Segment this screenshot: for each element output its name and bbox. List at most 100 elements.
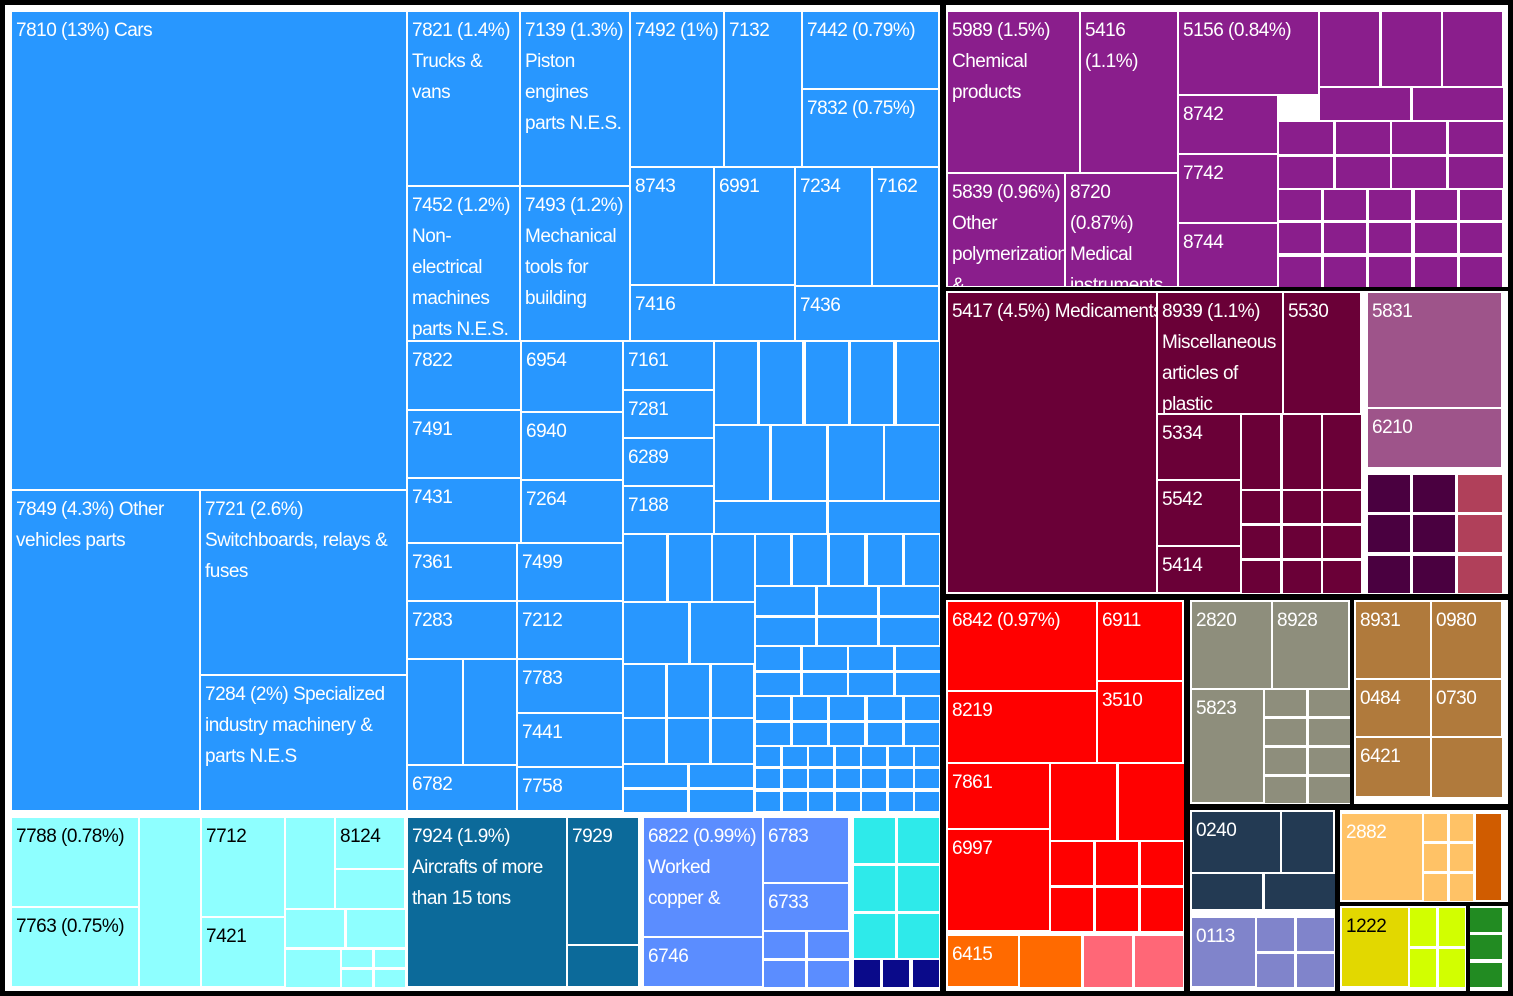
treemap-label-7212: 7212	[522, 610, 563, 631]
treemap-tile	[1447, 155, 1505, 191]
treemap-tile-7492: 7492 (1%)	[629, 10, 725, 168]
treemap-tile-7264: 7264	[520, 479, 624, 544]
treemap-tile	[1411, 554, 1457, 595]
treemap-tile	[1441, 10, 1504, 89]
treemap-tile-7442: 7442 (0.79%)	[801, 10, 940, 90]
treemap-tile	[284, 816, 336, 910]
treemap-tile	[622, 533, 668, 604]
treemap-label-7283: 7283	[412, 610, 453, 631]
treemap-label-1222: 1222	[1346, 916, 1387, 937]
treemap-tile	[1277, 221, 1323, 255]
treemap-tile	[1411, 86, 1505, 123]
treemap-tile-8939: 8939 (1.1%) Miscellaneous articles of pl…	[1156, 291, 1284, 415]
group-divider	[1335, 902, 1508, 906]
treemap-tile	[1411, 473, 1457, 514]
treemap-tile	[852, 816, 897, 865]
treemap-tile	[1240, 489, 1282, 525]
treemap-tile-6911: 6911	[1096, 600, 1184, 682]
treemap-tile	[1466, 961, 1504, 989]
treemap-tile-0484: 0484	[1354, 678, 1432, 738]
treemap-label-6954: 6954	[526, 350, 567, 371]
treemap-tile	[666, 717, 711, 766]
treemap-tile-5414: 5414	[1156, 545, 1242, 594]
treemap-tile	[1447, 120, 1505, 156]
treemap-tile	[1049, 886, 1095, 933]
treemap-tile	[1366, 473, 1412, 514]
treemap-tile	[1422, 872, 1449, 903]
treemap-label-2882: 2882	[1346, 822, 1387, 843]
treemap-tile-6421: 6421	[1354, 736, 1432, 798]
treemap-label-6783: 6783	[768, 826, 809, 847]
treemap-tile	[1366, 513, 1412, 554]
group-divider	[940, 5, 946, 991]
treemap-tile	[791, 533, 829, 588]
treemap-tile	[713, 340, 759, 427]
treemap-tile	[866, 533, 904, 588]
treemap-label-5823: 5823	[1196, 698, 1237, 719]
treemap-label-8742: 8742	[1183, 104, 1224, 125]
treemap-tile-7849: 7849 (4.3%) Other vehicles parts	[10, 489, 201, 812]
treemap-tile	[1263, 717, 1308, 747]
treemap-tile	[1321, 559, 1363, 595]
treemap-tile	[913, 745, 941, 768]
treemap-tile	[622, 601, 690, 666]
treemap-tile-0730: 0730	[1430, 678, 1503, 738]
treemap-label-7132: 7132	[729, 20, 770, 41]
treemap-tile	[1456, 554, 1504, 595]
treemap-label-7763: 7763 (0.75%)	[16, 916, 125, 937]
treemap-tile	[894, 645, 942, 672]
treemap-tile	[711, 533, 757, 604]
treemap-label-3510: 3510	[1102, 690, 1143, 711]
treemap-tile	[1390, 120, 1448, 156]
treemap-tile	[828, 695, 866, 722]
treemap-tile	[1049, 762, 1118, 843]
treemap-tile	[860, 767, 888, 790]
treemap-tile	[762, 930, 807, 960]
treemap-label-7758: 7758	[522, 776, 563, 797]
treemap-tile	[770, 424, 828, 503]
treemap-tile	[887, 767, 915, 790]
treemap-tile	[913, 767, 941, 790]
treemap-tile	[1240, 524, 1282, 560]
treemap-label-5530: 5530	[1288, 301, 1329, 322]
treemap-tile	[903, 721, 941, 748]
treemap-tile	[1307, 688, 1352, 718]
treemap-tile-5334: 5334	[1156, 413, 1242, 481]
treemap-label-7492: 7492 (1%)	[635, 20, 719, 41]
treemap-tile	[806, 930, 851, 960]
treemap-tile-6289: 6289	[622, 437, 715, 487]
treemap-tile	[462, 658, 518, 766]
treemap-label-7493: 7493 (1.2%) Mechanical tools for buildin…	[525, 195, 628, 309]
treemap-tile-5831: 5831	[1366, 291, 1503, 409]
treemap-tile-6782: 6782	[406, 764, 518, 812]
treemap-tile	[566, 944, 640, 988]
treemap-tile	[713, 500, 828, 537]
treemap-label-8928: 8928	[1277, 610, 1318, 631]
treemap-tile	[1448, 872, 1475, 903]
treemap-tile-1222: 1222	[1340, 906, 1410, 988]
treemap-tile	[834, 767, 862, 790]
treemap-tile-0113: 0113	[1190, 916, 1257, 988]
treemap-label-7441: 7441	[522, 722, 563, 743]
treemap-label-6421: 6421	[1360, 746, 1401, 767]
treemap-label-7361: 7361	[412, 552, 453, 573]
treemap-tile-6746: 6746	[642, 936, 764, 988]
treemap-tile	[1437, 947, 1467, 989]
treemap-tile	[688, 788, 755, 814]
group-divider	[940, 287, 1508, 291]
treemap-label-6746: 6746	[648, 946, 689, 967]
treemap-label-8720: 8720 (0.87%) Medical instruments	[1070, 182, 1163, 288]
treemap-tile	[1411, 513, 1457, 554]
treemap-tile	[828, 721, 866, 748]
treemap-tile	[816, 585, 879, 617]
treemap-tile	[1240, 413, 1282, 492]
treemap-tile	[781, 790, 809, 813]
treemap-tile	[1413, 221, 1459, 255]
treemap-tile	[1366, 554, 1412, 595]
treemap-tile-7758: 7758	[516, 766, 624, 812]
treemap-tile-0240: 0240	[1190, 810, 1282, 874]
treemap-tile	[1190, 872, 1264, 911]
treemap-tile-7810: 7810 (13%) Cars	[10, 10, 408, 491]
treemap-tile	[1466, 933, 1504, 961]
